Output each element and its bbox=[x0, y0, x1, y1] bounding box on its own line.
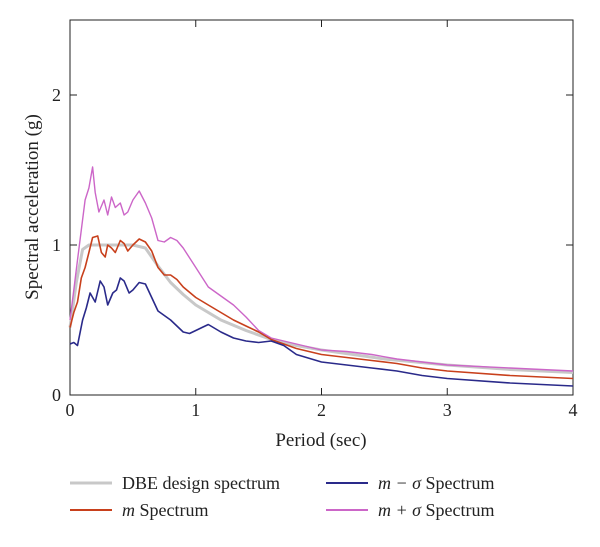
legend-label-text: Spectrum bbox=[421, 473, 495, 493]
legend-label-prefix: m + σ bbox=[378, 500, 422, 520]
m-plus-sigma-spectrum-line bbox=[69, 166, 574, 372]
m-minus-sigma-spectrum-line bbox=[69, 277, 574, 387]
axis-ticks: 0 1 2 3 4 0 1 2 bbox=[52, 20, 578, 420]
legend-label: m − σ Spectrum bbox=[378, 473, 495, 493]
y-tick-label: 2 bbox=[52, 85, 61, 105]
legend-label: m + σ Spectrum bbox=[378, 500, 495, 520]
legend-item-m-minus-sigma: m − σ Spectrum bbox=[326, 473, 495, 493]
legend-item-m-plus-sigma: m + σ Spectrum bbox=[326, 500, 495, 520]
x-tick-label: 2 bbox=[317, 400, 326, 420]
legend-label: DBE design spectrum bbox=[122, 473, 280, 493]
y-tick-label: 0 bbox=[52, 385, 61, 405]
x-tick-label: 4 bbox=[569, 400, 578, 420]
x-tick-label: 3 bbox=[443, 400, 452, 420]
m-spectrum-line bbox=[69, 235, 574, 380]
y-tick-label: 1 bbox=[52, 235, 61, 255]
legend-item-dbe: DBE design spectrum bbox=[70, 473, 280, 493]
plot-frame bbox=[69, 19, 574, 396]
legend-label-prefix: m bbox=[122, 500, 135, 520]
series-lines bbox=[68, 166, 574, 387]
dbe-design-spectrum-line bbox=[68, 243, 574, 374]
x-axis-title: Period (sec) bbox=[275, 430, 366, 451]
legend-label-text: Spectrum bbox=[421, 500, 495, 520]
y-axis-title: Spectral acceleration (g) bbox=[22, 114, 43, 300]
x-tick-label: 0 bbox=[66, 400, 75, 420]
legend-label-text: Spectrum bbox=[135, 500, 209, 520]
legend-label-text: DBE design spectrum bbox=[122, 473, 280, 493]
legend-label: m Spectrum bbox=[122, 500, 209, 520]
x-tick-label: 1 bbox=[191, 400, 200, 420]
legend-label-prefix: m − σ bbox=[378, 473, 422, 493]
legend-item-m: m Spectrum bbox=[70, 500, 209, 520]
